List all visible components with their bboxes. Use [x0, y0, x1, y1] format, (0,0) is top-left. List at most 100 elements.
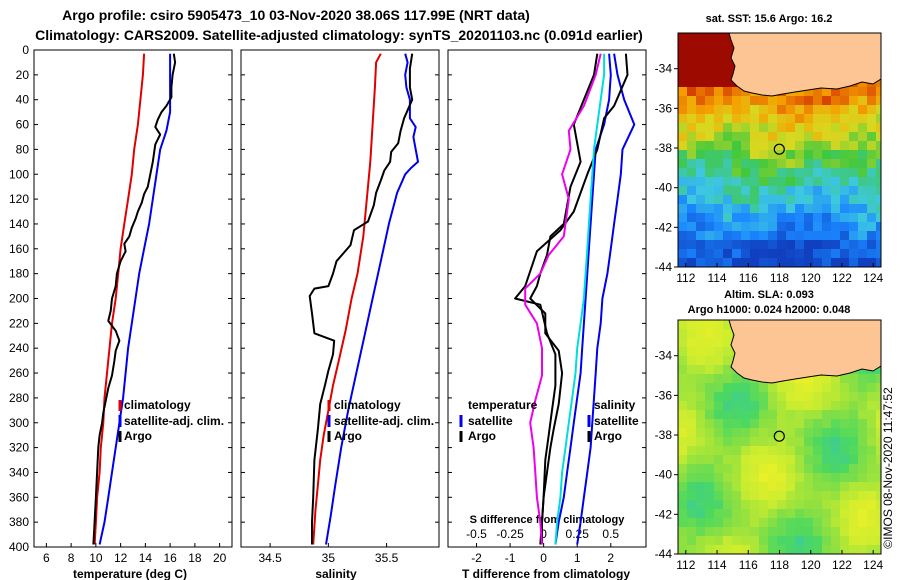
lon-tick-label: 124	[863, 558, 883, 572]
map-cell	[876, 159, 881, 169]
lon-tick-label: 124	[863, 271, 883, 285]
map-cell	[858, 249, 868, 259]
map-cell	[723, 365, 733, 375]
lat-tick-label: -40	[655, 468, 673, 482]
map-cell	[714, 258, 724, 267]
map-cell	[822, 536, 832, 546]
map-cell	[678, 347, 688, 357]
map-cell	[867, 383, 877, 393]
map-cell	[696, 392, 706, 402]
map-cell	[768, 177, 778, 187]
temperature-axis-label: temperature (deg C)	[73, 567, 187, 580]
map-cell	[705, 491, 715, 501]
map-cell	[858, 240, 868, 250]
map-cell	[786, 428, 796, 438]
map-cell	[867, 446, 877, 456]
map-cell	[678, 141, 688, 151]
map-cell	[741, 410, 751, 420]
map-cell	[705, 114, 715, 124]
map-cell	[786, 231, 796, 241]
map-cell	[804, 240, 814, 250]
map-cell	[732, 383, 742, 393]
map-cell	[678, 195, 688, 205]
map-cell	[696, 186, 706, 196]
map-cell	[696, 410, 706, 420]
series-line-salinity-difference	[554, 53, 606, 545]
map-cell	[768, 491, 778, 501]
map-cell	[759, 213, 769, 223]
map-cell	[858, 383, 868, 393]
legend-label-argo: Argo	[124, 429, 152, 443]
difference-legend: temperature satellite Argo salinity sate…	[459, 398, 639, 443]
map-cell	[759, 446, 769, 456]
map-cell	[750, 123, 760, 133]
map-cell	[705, 392, 715, 402]
map-cell	[723, 464, 733, 474]
map-cell	[867, 141, 877, 151]
map-cell	[840, 168, 850, 178]
map-cell	[858, 186, 868, 196]
map-cell	[768, 132, 778, 142]
map-cell	[678, 222, 688, 232]
map-cell	[687, 455, 697, 465]
map-cell	[768, 482, 778, 492]
map-cell	[822, 177, 832, 187]
map-cell	[696, 150, 706, 160]
map-cell	[678, 96, 688, 106]
map-cell	[777, 195, 787, 205]
map-cell	[831, 132, 841, 142]
map-cell	[840, 150, 850, 160]
map-cell	[858, 204, 868, 214]
map-cell	[867, 195, 877, 205]
map-cell	[750, 96, 760, 106]
map-cell	[705, 204, 715, 214]
credit-text: ©IMOS 08-Nov-2020 11:47:52	[881, 387, 895, 549]
map-cell	[813, 213, 823, 223]
map-cell	[804, 132, 814, 142]
map-cell	[723, 491, 733, 501]
depth-tick-label: 40	[16, 93, 30, 107]
map-cell	[732, 96, 742, 106]
map-cell	[849, 473, 859, 483]
map-cell	[813, 105, 823, 115]
legend-label-temp-satellite: satellite	[468, 414, 513, 428]
map-cell	[759, 114, 769, 124]
map-cell	[804, 258, 814, 267]
map-cell	[678, 401, 688, 411]
map-cell	[696, 114, 706, 124]
map-cell	[876, 249, 881, 259]
map-cell	[858, 114, 868, 124]
map-cell	[804, 374, 814, 384]
map-cell	[813, 114, 823, 124]
map-cell	[786, 123, 796, 133]
map-cell	[732, 195, 742, 205]
map-cell	[750, 105, 760, 115]
map-cell	[705, 545, 715, 554]
map-cell	[750, 213, 760, 223]
map-cell	[768, 536, 778, 546]
map-cell	[840, 455, 850, 465]
map-cell	[768, 258, 778, 267]
map-cell	[867, 500, 877, 510]
map-cell	[741, 222, 751, 232]
map-cell	[804, 159, 814, 169]
map-cell	[876, 123, 881, 133]
map-cell	[804, 213, 814, 223]
depth-tick-label: 100	[9, 167, 29, 181]
map-cell	[795, 437, 805, 447]
map-cell	[822, 509, 832, 519]
map-cell	[714, 222, 724, 232]
sla-map-title: Altim. SLA: 0.093	[724, 289, 814, 301]
map-cell	[867, 222, 877, 232]
map-cell	[687, 446, 697, 456]
lon-tick-label: 114	[707, 271, 726, 285]
map-cell	[759, 545, 769, 554]
map-cell	[705, 222, 715, 232]
map-cell	[813, 383, 823, 393]
map-cell	[678, 150, 688, 160]
map-cell	[750, 482, 760, 492]
map-cell	[795, 482, 805, 492]
map-cell	[768, 186, 778, 196]
legend-label-argo: Argo	[334, 429, 362, 443]
map-cell	[741, 455, 751, 465]
